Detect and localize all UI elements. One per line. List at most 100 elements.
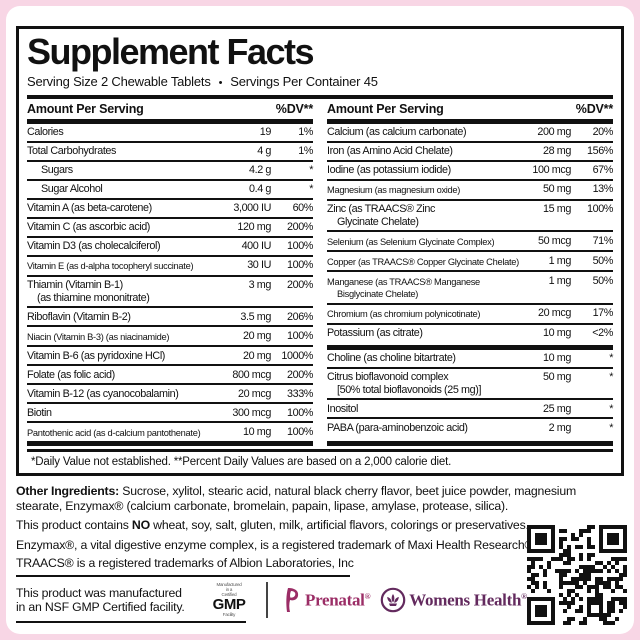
enzymax-trademark-line: Enzymax®, a vital digestive enzyme compl…	[16, 537, 562, 552]
serving-info: Serving Size 2 Chewable Tablets • Servings…	[27, 73, 613, 95]
nutrient-dv: *	[309, 183, 313, 195]
nutrient-row: Total Carbohydrates 4 g 1%	[27, 140, 313, 160]
nutrient-dv: 100%	[286, 329, 313, 342]
nutrient-name: Magnesium (as magnesium oxide)	[327, 185, 461, 195]
nutrient-amount: 25 mg	[542, 402, 571, 415]
nutrient-amount: 20 mcg	[537, 307, 571, 319]
nutrient-dv: 50%	[592, 254, 614, 267]
nutrient-name: Manganese (as TRAACS® Manganese Bisglycin…	[327, 276, 480, 300]
nutrient-row: Citrus bioflavonoid complex [50% total bi…	[327, 366, 613, 399]
nutrient-name: Thiamin (Vitamin B-1) (as thiamine mononi…	[27, 279, 150, 304]
nutrient-name: Iron (as Amino Acid Chelate)	[327, 145, 453, 157]
nutrient-dv: 17%	[592, 307, 614, 319]
nutrient-amount: 15 mg	[542, 203, 571, 215]
nutrient-row: Vitamin B-6 (as pyridoxine HCl) 20 mg 1000…	[27, 345, 313, 364]
gmp-seal-icon: Manufactured in a Certified GMP Facility	[212, 582, 246, 617]
nutrient-amount: 200 mg	[537, 126, 571, 138]
nutrient-amount: 3,000 IU	[233, 202, 271, 214]
nutrient-row: Choline (as choline bitartrate) 10 mg *	[327, 350, 613, 367]
supplement-facts-panel: Supplement Facts Serving Size 2 Chewable…	[16, 26, 624, 476]
lower-text-block: Other Ingredients: Sucrose, xylitol, ste…	[16, 484, 624, 623]
nutrient-name: Iodine (as potassium iodide)	[327, 164, 451, 176]
nutrient-dv: 100%	[586, 203, 613, 215]
nutrient-row: Sugar Alcohol 0.4 g *	[27, 178, 313, 198]
other-ingredients-label: Other Ingredients:	[16, 484, 119, 498]
nutrient-dv: 333%	[286, 387, 313, 400]
column-header-dv: %DV**	[575, 101, 613, 116]
nutrient-row: Vitamin C (as ascorbic acid) 120 mg 200%	[27, 216, 313, 236]
header-thick-bar	[27, 118, 313, 124]
nutrient-dv: *	[609, 421, 613, 434]
column-end-bar	[27, 441, 313, 446]
column-header: Amount Per Serving %DV**	[27, 99, 313, 119]
nutrient-name: Vitamin B-12 (as cyanocobalamin)	[27, 387, 179, 400]
nutrient-amount: 30 IU	[247, 259, 271, 271]
nutrient-dv: *	[609, 371, 613, 383]
nutrient-dv: *	[309, 164, 313, 176]
nutrient-name: Copper (as TRAACS® Copper Glycinate Chel…	[327, 256, 519, 267]
nutrient-row: Iron (as Amino Acid Chelate) 28 mg 156%	[327, 140, 613, 160]
nutrient-amount: 10 mg	[542, 352, 571, 364]
nutrient-name: Vitamin E (as d-alpha tocopheryl succina…	[27, 261, 194, 271]
nutrient-dv: 200%	[286, 279, 313, 291]
panel-title: Supplement Facts	[27, 31, 315, 72]
nutrient-amount: 800 mcg	[232, 368, 271, 381]
nutrient-row: Niacin (Vitamin B-3) (as niacinamide) 20 …	[27, 325, 313, 345]
label-card: Supplement Facts Serving Size 2 Chewable…	[6, 6, 634, 634]
womens-health-tulip-icon	[380, 587, 406, 612]
nutrient-amount: 28 mg	[542, 145, 571, 157]
nutrient-row: Inositol 25 mg *	[327, 398, 613, 417]
nutrient-amount: 20 mg	[242, 349, 271, 362]
nutrient-name: Choline (as choline bitartrate)	[327, 352, 456, 364]
nutrient-columns: Amount Per Serving %DV** Calories 19 1% Tot…	[27, 99, 614, 446]
nutrient-amount: 300 mcg	[232, 406, 271, 419]
nutrient-name: Folate (as folic acid)	[27, 368, 115, 381]
nutrient-amount: 10 mg	[242, 425, 271, 438]
servings-per-container: Servings Per Container 45	[230, 74, 378, 89]
nutrient-amount: 10 mg	[542, 327, 571, 339]
nutrient-name: PABA (para-aminobenzoic acid)	[327, 421, 468, 434]
nutrient-dv: 206%	[286, 310, 313, 323]
nutrient-amount: 1 mg	[548, 254, 572, 267]
nutrient-dv: 156%	[586, 145, 613, 157]
nutrient-amount: 50 mg	[542, 371, 571, 383]
nutrient-column-right: Amount Per Serving %DV** Calcium (as cal…	[327, 99, 614, 446]
nutrient-row: Vitamin D3 (as cholecalciferol) 400 IU 100…	[27, 235, 313, 255]
nutrient-name: Vitamin C (as ascorbic acid)	[27, 221, 151, 233]
nutrient-amount: 4 g	[257, 145, 271, 157]
nutrient-row: Copper (as TRAACS® Copper Glycinate Chel…	[327, 250, 613, 270]
nutrient-column-left: Amount Per Serving %DV** Calories 19 1% Tot…	[27, 99, 313, 446]
nutrient-amount: 20 mg	[242, 329, 271, 342]
nutrient-amount: 1 mg	[548, 274, 572, 287]
nutrient-name: Niacin (Vitamin B-3) (as niacinamide)	[27, 331, 170, 342]
nutrient-row: Calories 19 1%	[27, 124, 313, 141]
nutrient-name: Pantothenic acid (as d-calcium pantothen…	[27, 427, 201, 438]
nutrient-amount: 120 mg	[237, 221, 271, 233]
nutrient-name: Sugars	[41, 164, 73, 176]
separator-rule-top	[16, 574, 350, 577]
nutrient-amount: 3 mg	[248, 279, 272, 291]
column-header-amount: Amount Per Serving	[27, 101, 144, 116]
nutrient-amount: 400 IU	[241, 240, 272, 252]
nutrient-amount: 0.4 g	[248, 183, 271, 195]
nutrient-name: Calories	[27, 126, 64, 138]
nutrient-dv: 71%	[592, 234, 614, 247]
nutrient-name: Selenium (as Selenium Glycinate Complex)	[327, 236, 495, 247]
nutrient-name: Inositol	[327, 402, 359, 415]
bullet-separator: •	[218, 77, 223, 89]
column-header: Amount Per Serving %DV**	[327, 99, 613, 119]
header-thick-bar	[327, 118, 613, 124]
nutrient-row: Magnesium (as magnesium oxide) 50 mg 13%	[327, 178, 613, 199]
nutrient-row: Potassium (as citrate) 10 mg <2%	[327, 322, 613, 342]
nutrient-name: Calcium (as calcium carbonate)	[327, 126, 467, 138]
nutrient-dv: 50%	[592, 274, 614, 287]
womens-health-logo: Womens Health®	[380, 587, 527, 613]
column-header-amount: Amount Per Serving	[327, 101, 444, 116]
nutrient-amount: 2 mg	[548, 421, 572, 434]
nutrient-row: Vitamin E (as d-alpha tocopheryl succina…	[27, 254, 313, 275]
traacs-trademark-line: TRAACS® is a registered trademarks of Al…	[16, 556, 354, 570]
nutrient-dv: 20%	[592, 126, 614, 138]
serving-size: Serving Size 2 Chewable Tablets	[27, 74, 211, 89]
nutrient-dv: 100%	[286, 240, 313, 252]
vertical-divider	[266, 581, 268, 618]
